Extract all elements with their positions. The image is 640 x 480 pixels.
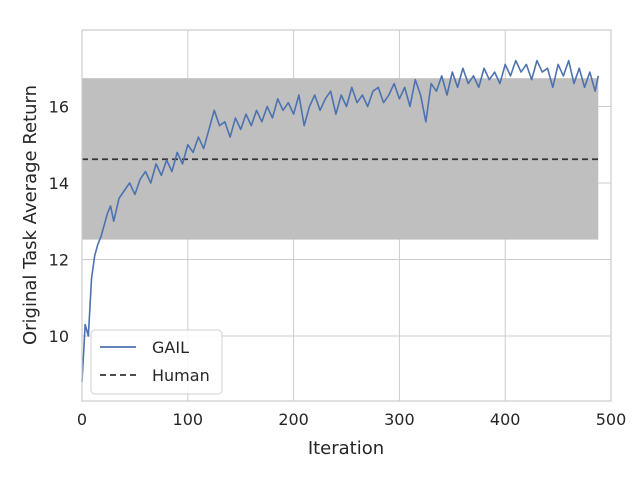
legend: GAIL Human bbox=[90, 329, 223, 395]
legend-label-human: Human bbox=[152, 366, 210, 385]
y-axis-label: Original Task Average Return bbox=[20, 85, 41, 345]
legend-box bbox=[90, 329, 223, 395]
x-tick-label: 500 bbox=[596, 410, 627, 429]
plot-frame bbox=[81, 29, 612, 402]
y-tick-label: 10 bbox=[49, 327, 69, 346]
y-tick-label: 14 bbox=[49, 174, 69, 193]
x-axis-label: Iteration bbox=[308, 438, 384, 459]
series-line-gail bbox=[81, 59, 600, 382]
human-std-band bbox=[82, 78, 599, 240]
series-layer bbox=[81, 59, 600, 382]
x-tick-label: 400 bbox=[490, 410, 521, 429]
y-axis-ticks: 10 12 14 16 bbox=[49, 97, 69, 345]
x-tick-label: 0 bbox=[77, 410, 87, 429]
x-tick-label: 100 bbox=[173, 410, 204, 429]
y-tick-label: 16 bbox=[49, 97, 69, 116]
x-tick-label: 200 bbox=[278, 410, 309, 429]
x-tick-label: 300 bbox=[384, 410, 415, 429]
x-axis-ticks: 0 100 200 300 400 500 bbox=[77, 410, 626, 429]
y-tick-label: 12 bbox=[49, 250, 69, 269]
legend-label-gail: GAIL bbox=[152, 338, 189, 357]
